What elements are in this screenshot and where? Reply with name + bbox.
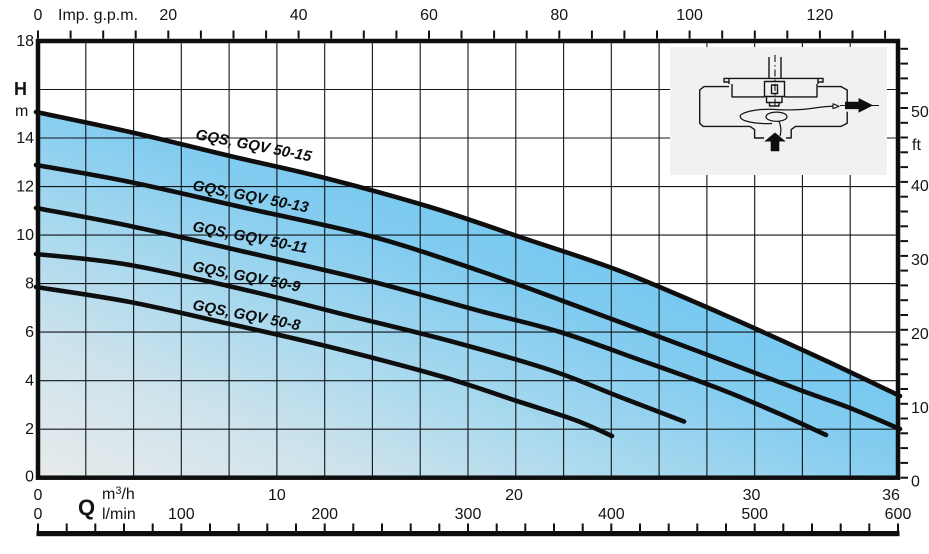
svg-text:40: 40 <box>290 7 308 24</box>
svg-text:l/min: l/min <box>102 506 136 523</box>
svg-text:10: 10 <box>268 487 286 504</box>
svg-text:60: 60 <box>420 7 438 24</box>
svg-text:36: 36 <box>882 487 900 504</box>
svg-text:0: 0 <box>34 506 43 523</box>
svg-text:20: 20 <box>505 487 523 504</box>
svg-text:10: 10 <box>911 400 929 417</box>
svg-text:12: 12 <box>16 179 34 196</box>
svg-text:4: 4 <box>25 373 34 390</box>
svg-text:m3/h: m3/h <box>102 485 135 503</box>
svg-text:20: 20 <box>159 7 177 24</box>
svg-text:0: 0 <box>34 487 43 504</box>
svg-text:18: 18 <box>16 33 34 50</box>
svg-text:600: 600 <box>885 506 912 523</box>
svg-text:6: 6 <box>25 324 34 341</box>
svg-text:Imp. g.p.m.: Imp. g.p.m. <box>58 7 138 24</box>
svg-text:10: 10 <box>16 227 34 244</box>
svg-text:2: 2 <box>25 421 34 438</box>
svg-text:120: 120 <box>807 7 834 24</box>
svg-text:m: m <box>15 103 28 120</box>
svg-text:40: 40 <box>911 178 929 195</box>
svg-text:H: H <box>14 79 27 99</box>
svg-text:50: 50 <box>911 104 929 121</box>
svg-text:500: 500 <box>741 506 768 523</box>
svg-text:0: 0 <box>911 474 920 491</box>
svg-text:30: 30 <box>911 252 929 269</box>
svg-text:0: 0 <box>25 469 34 486</box>
svg-text:0: 0 <box>34 7 43 24</box>
svg-text:100: 100 <box>676 7 703 24</box>
svg-text:Q: Q <box>78 495 95 520</box>
svg-text:200: 200 <box>311 506 338 523</box>
svg-text:8: 8 <box>25 276 34 293</box>
svg-text:400: 400 <box>598 506 625 523</box>
svg-text:14: 14 <box>16 130 34 147</box>
svg-text:20: 20 <box>911 326 929 343</box>
svg-text:ft: ft <box>912 137 921 154</box>
svg-text:80: 80 <box>550 7 568 24</box>
svg-text:300: 300 <box>455 506 482 523</box>
svg-text:100: 100 <box>168 506 195 523</box>
svg-text:30: 30 <box>743 487 761 504</box>
